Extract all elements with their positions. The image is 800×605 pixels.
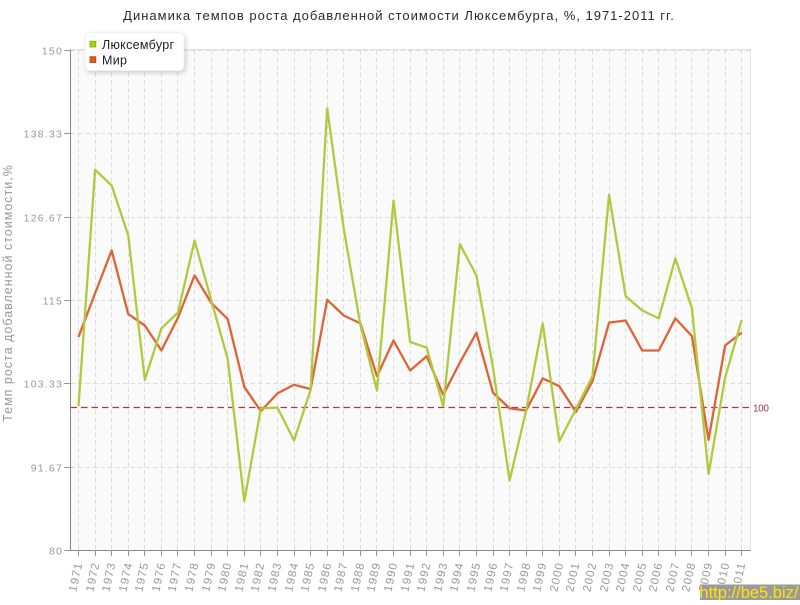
svg-text:103.33: 103.33 [24,378,63,390]
svg-text:Люксембург: Люксембург [102,38,174,52]
svg-text:80: 80 [49,545,63,557]
svg-text:Динамика темпов роста добавлен: Динамика темпов роста добавленной стоимо… [123,8,675,23]
svg-text:Мир: Мир [102,54,127,68]
svg-text:Темп роста добавленной стоимос: Темп роста добавленной стоимости,% [1,164,15,422]
svg-text:150: 150 [42,45,63,57]
svg-text:138.33: 138.33 [24,128,63,140]
svg-text:2011: 2011 [731,561,749,592]
svg-text:126.67: 126.67 [24,212,63,224]
svg-text:100: 100 [753,404,769,415]
svg-text:91.67: 91.67 [31,462,63,474]
svg-text:115: 115 [43,295,63,307]
svg-text:http://be5.biz/: http://be5.biz/ [699,584,798,600]
